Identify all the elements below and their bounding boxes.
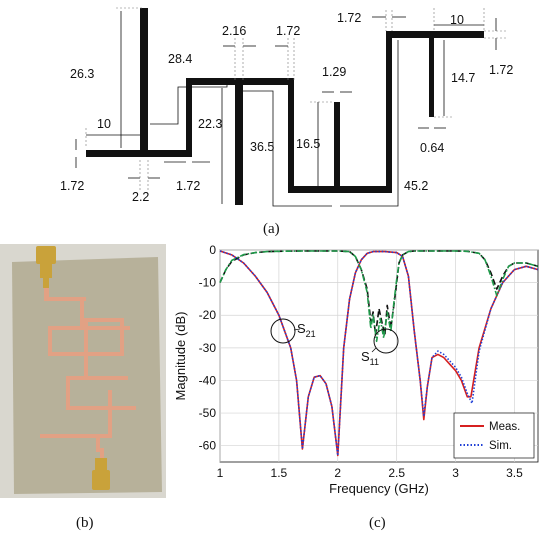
dim-label: 1.72 <box>337 11 361 25</box>
dim-label: 1.29 <box>322 65 346 79</box>
y-tick-label: -20 <box>199 308 217 322</box>
y-tick-label: -40 <box>199 373 217 387</box>
y-axis-label: Magnitude (dB) <box>173 312 188 401</box>
dim-label: 14.7 <box>451 71 475 85</box>
dim-label: 2.16 <box>222 24 246 38</box>
dim-label: 2.2 <box>132 190 149 204</box>
stub-center-long <box>235 80 243 205</box>
x-tick-label: 1.5 <box>271 466 288 480</box>
dim-label: 16.5 <box>296 137 320 151</box>
caption-b: (b) <box>76 515 94 531</box>
y-tick-label: -30 <box>199 341 217 355</box>
layout-diagram: 26.3 10 1.72 2.2 28.4 2.16 1.72 22.3 1.7… <box>60 7 513 237</box>
dim-label: 36.5 <box>250 140 274 154</box>
sma-connector-bottom <box>92 458 110 490</box>
y-tick-label: -50 <box>199 406 217 420</box>
caption-a: (a) <box>263 221 280 237</box>
dim-label: 26.3 <box>70 67 94 81</box>
x-tick-labels: 1 1.5 2 2.5 3 3.5 <box>217 466 523 480</box>
dim-label: 28.4 <box>168 52 192 66</box>
series-lines <box>219 250 539 457</box>
s-parameter-chart: 1 1.5 2 2.5 3 3.5 0 -10 -20 -30 -40 -50 -60 S21 S11… <box>173 243 539 531</box>
x-axis-label: Frequency (GHz) <box>329 481 429 496</box>
dimension-labels: 26.3 10 1.72 2.2 28.4 2.16 1.72 22.3 1.7… <box>60 11 513 204</box>
meander-up-1 <box>186 83 192 157</box>
s11-label: S11 <box>361 349 379 367</box>
legend-label-meas: Meas. <box>489 421 520 433</box>
x-tick-label: 2 <box>334 466 341 480</box>
copper-traces <box>40 287 136 460</box>
stub-center-short <box>334 102 340 190</box>
y-tick-label: -60 <box>199 439 217 453</box>
y-tick-labels: 0 -10 -20 -30 -40 -50 -60 <box>199 243 217 453</box>
dim-label: 45.2 <box>404 179 428 193</box>
series-line-3 <box>219 250 539 457</box>
s21-label: S21 <box>297 321 316 339</box>
legend: Meas. Sim. <box>453 412 535 459</box>
dim-label: 22.3 <box>198 117 222 131</box>
y-tick-label: 0 <box>209 243 216 257</box>
s21-annotation: S21 <box>270 318 316 344</box>
meander-up-2 <box>386 34 392 192</box>
dim-label: 10 <box>450 13 464 27</box>
feed-line-right <box>386 31 484 38</box>
dim-label: 1.72 <box>60 179 84 193</box>
stub-left-open <box>140 8 148 157</box>
x-tick-label: 1 <box>217 466 224 480</box>
dimension-lines <box>75 7 506 207</box>
fabricated-filter-photo: (b) <box>0 244 166 531</box>
series-line-4 <box>219 250 539 343</box>
series-line-1 <box>219 250 539 457</box>
x-tick-label: 2.5 <box>388 466 405 480</box>
dim-label: 10 <box>97 117 111 131</box>
y-tick-label: -10 <box>199 276 217 290</box>
stub-right-open <box>429 33 434 117</box>
dim-label: 1.72 <box>176 179 200 193</box>
legend-label-sim: Sim. <box>489 440 512 452</box>
microstrip-layout <box>86 8 484 205</box>
sma-connector-top <box>36 246 56 288</box>
s11-annotation: S11 <box>361 328 399 367</box>
dim-label: 1.72 <box>489 63 513 77</box>
meander-down-1 <box>288 80 294 192</box>
dim-label: 0.64 <box>420 141 444 155</box>
x-tick-label: 3.5 <box>506 466 523 480</box>
feed-line-left <box>86 150 190 157</box>
x-tick-label: 3 <box>452 466 459 480</box>
dim-label: 1.72 <box>276 24 300 38</box>
caption-c: (c) <box>369 515 386 531</box>
